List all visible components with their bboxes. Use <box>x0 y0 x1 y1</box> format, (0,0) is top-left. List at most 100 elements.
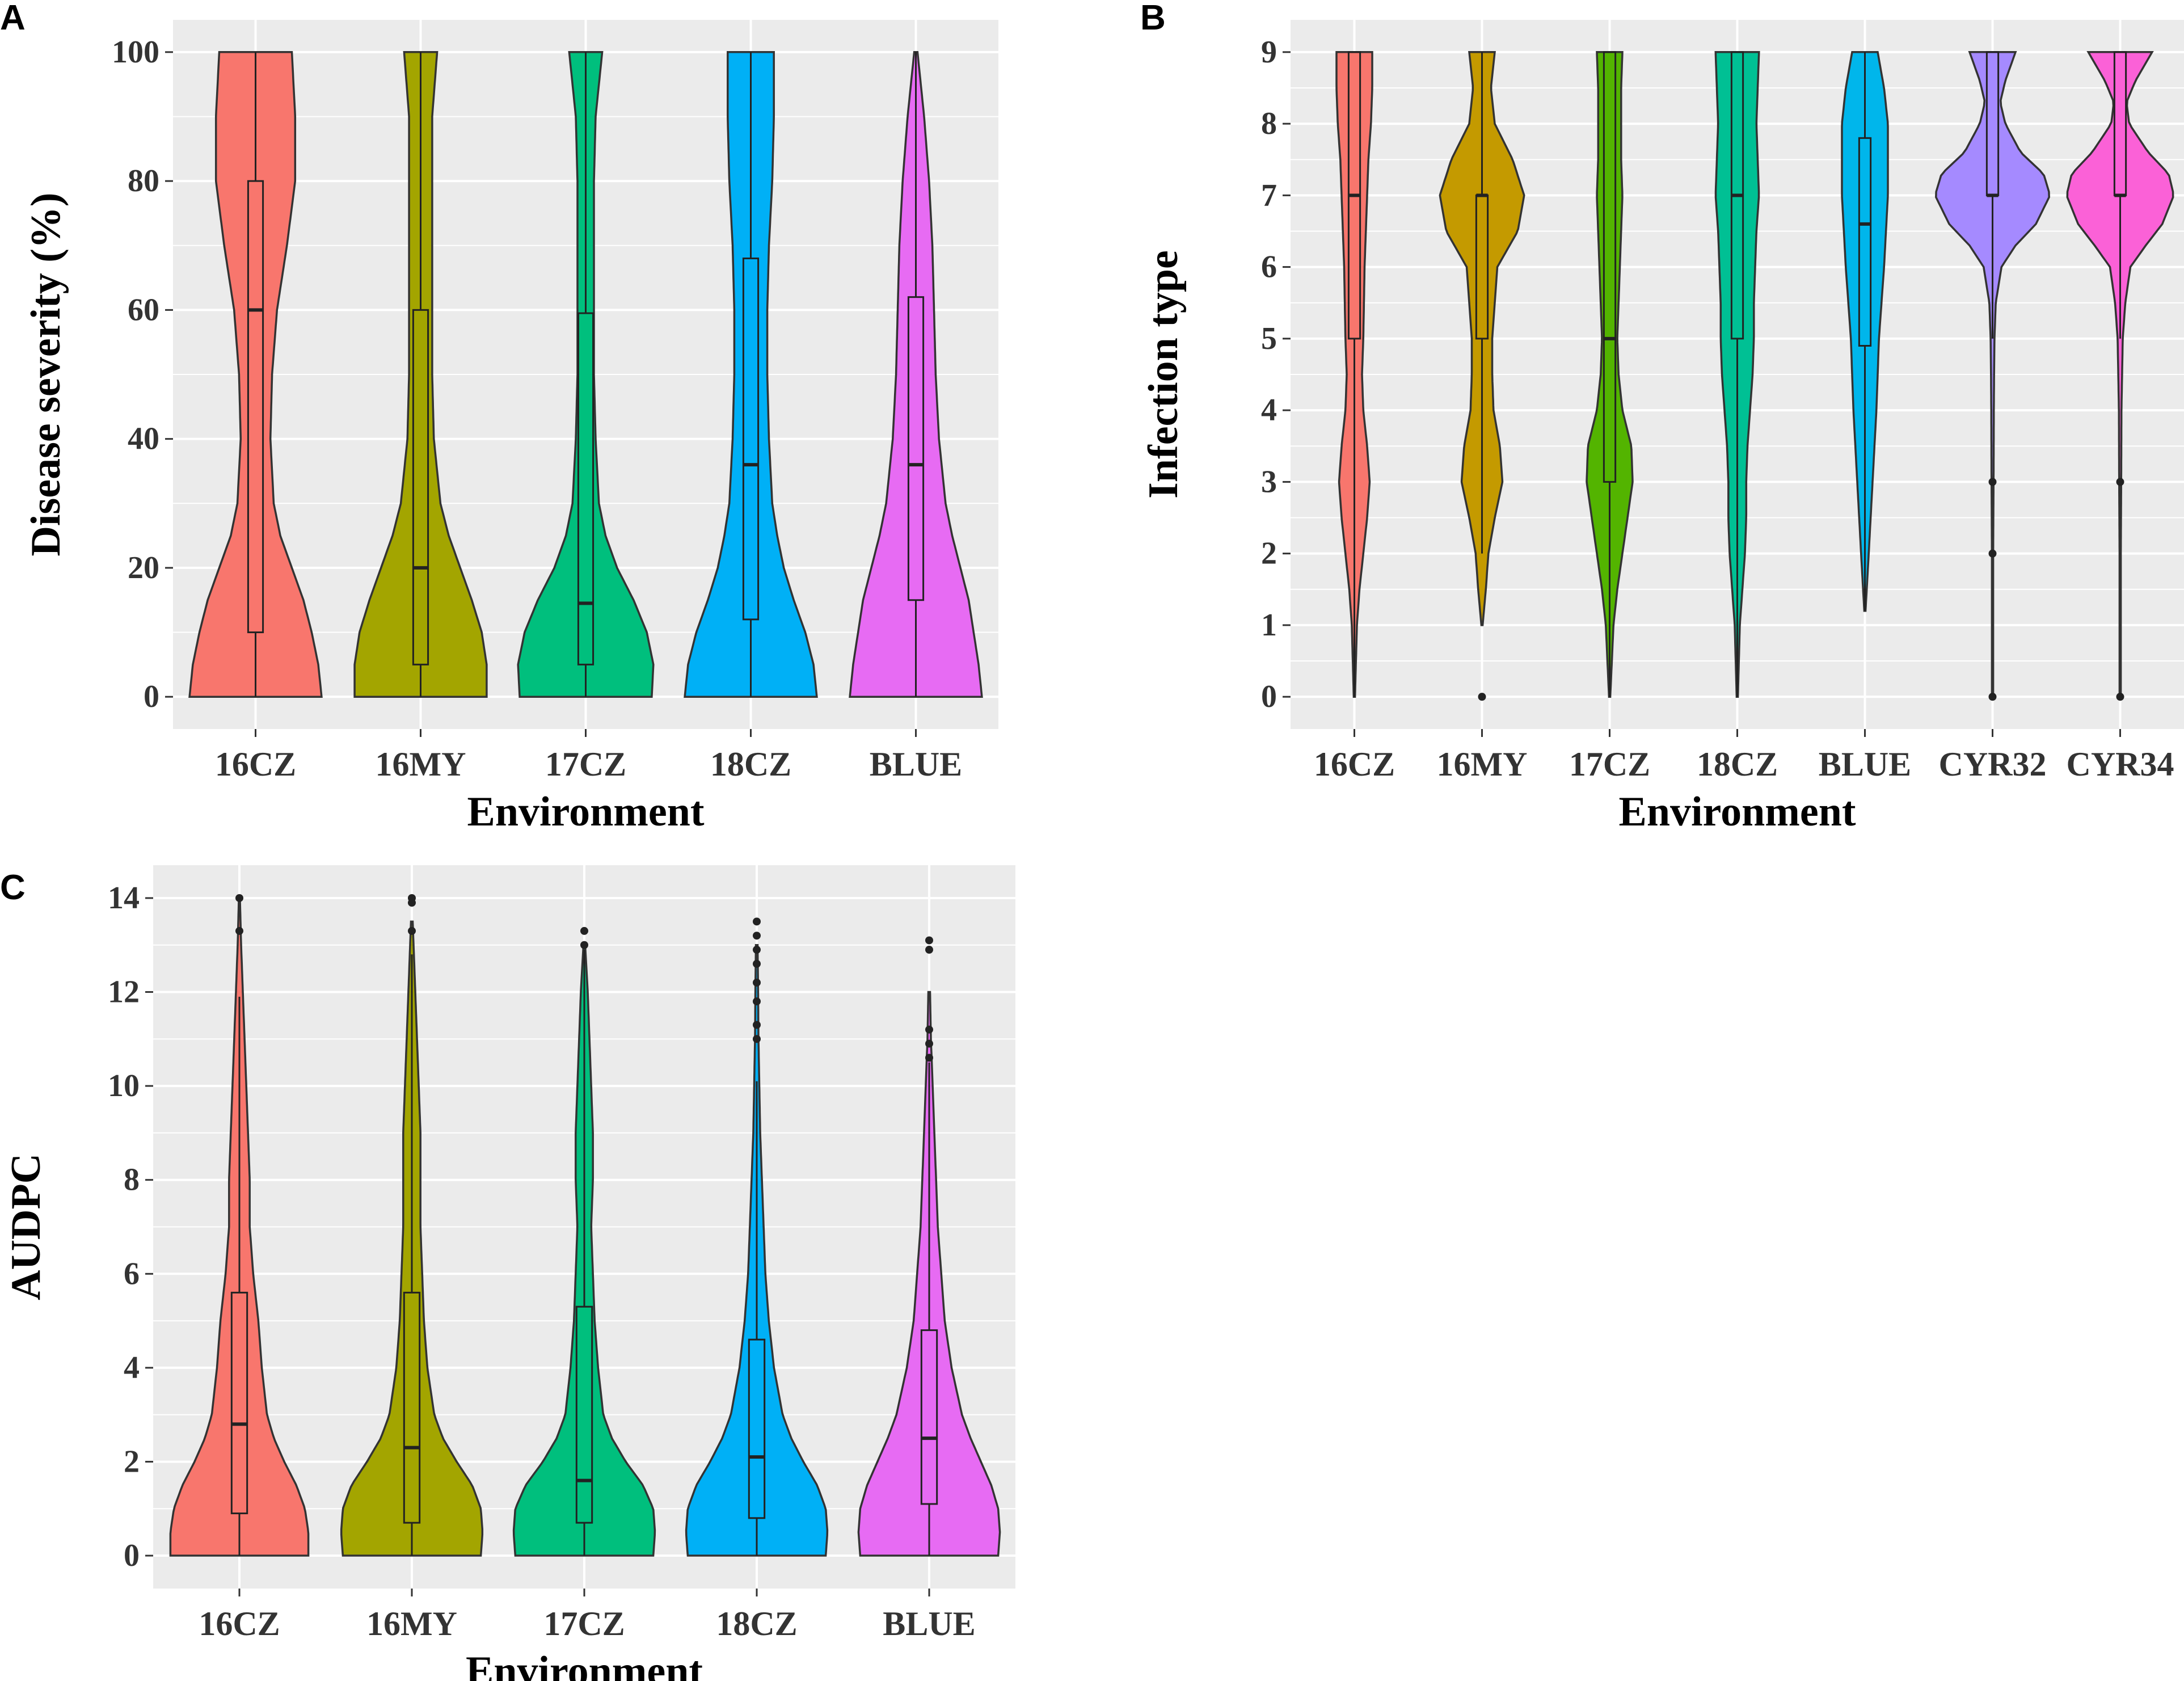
y-tick-label: 8 <box>1261 106 1277 141</box>
box-16cz <box>230 1291 248 1515</box>
y-axis-title: AUDPC <box>3 1153 49 1300</box>
y-tick-label: 10 <box>108 1068 140 1103</box>
outlier-point <box>753 1021 761 1029</box>
outlier-point <box>925 946 933 954</box>
y-tick-label: 4 <box>1261 393 1277 428</box>
y-tick-label: 40 <box>128 422 159 457</box>
outlier-point <box>235 926 243 935</box>
box-blue <box>907 296 925 601</box>
outlier-point <box>753 932 761 940</box>
violin-blue <box>1841 51 1889 612</box>
outlier-point <box>1478 693 1486 701</box>
box-17cz <box>577 312 595 665</box>
x-axis-title: Environment <box>1618 789 1856 835</box>
x-tick-label: 18CZ <box>1697 745 1778 783</box>
outlier-point <box>235 894 243 902</box>
panel-a-plot: 0 20 40 60 80 100 16CZ 16MY 17CZ 18CZ BLUE Environm… <box>23 20 998 835</box>
box-18cz <box>742 257 760 621</box>
box-17cz <box>575 1305 593 1524</box>
y-tick-label: 0 <box>124 1538 140 1573</box>
outlier-point <box>753 917 761 926</box>
outlier-point <box>753 1035 761 1043</box>
x-tick-label: 16CZ <box>199 1605 280 1642</box>
y-tick-label: 2 <box>1261 536 1277 571</box>
x-tick-label: 16CZ <box>1314 745 1395 783</box>
y-tick-label: 6 <box>124 1256 140 1291</box>
y-tick-label: 14 <box>108 880 140 916</box>
outlier-point <box>2116 693 2124 701</box>
y-tick-label: 20 <box>128 550 159 585</box>
box-17cz <box>1603 51 1617 483</box>
x-tick-label: BLUE <box>883 1605 975 1642</box>
box-blue <box>1858 137 1872 347</box>
panel-c-plot: 0 2 4 6 8 10 12 14 16CZ 16MY 17CZ 18CZ BLUE Environme… <box>3 865 1015 1681</box>
y-tick-label: 80 <box>128 163 159 199</box>
y-tick-label: 0 <box>1261 679 1277 714</box>
panel-letter-b: B <box>1140 0 1166 37</box>
y-axis-title: Disease severity (%) <box>23 192 69 556</box>
box-16my <box>412 309 429 665</box>
x-axis-title: Environment <box>466 1648 703 1681</box>
y-tick-label: 100 <box>112 35 159 70</box>
box-16my <box>403 1291 421 1524</box>
violin-17cz <box>1586 51 1634 698</box>
x-tick-label: 17CZ <box>1569 745 1650 783</box>
panel-c: C 0 2 4 6 8 10 12 14 16CZ 16MY 17CZ 18CZ BLUE Environ… <box>0 865 1015 1681</box>
box-blue <box>920 1329 938 1505</box>
x-tick-label: 17CZ <box>545 745 626 783</box>
y-tick-label: 5 <box>1261 321 1277 356</box>
x-tick-label: 16MY <box>376 745 466 783</box>
outlier-point <box>408 894 416 902</box>
x-tick-label: BLUE <box>870 745 962 783</box>
outlier-point <box>753 978 761 987</box>
outlier-point <box>753 946 761 954</box>
y-tick-label: 3 <box>1261 464 1277 499</box>
y-tick-label: 0 <box>144 679 159 714</box>
outlier-point <box>753 997 761 1006</box>
violin-17cz <box>517 51 655 698</box>
y-tick-label: 9 <box>1261 35 1277 70</box>
outlier-point <box>580 941 588 949</box>
outlier-point <box>925 936 933 945</box>
panel-letter-c: C <box>0 868 26 907</box>
x-tick-label: BLUE <box>1819 745 1911 783</box>
x-axis-title: Environment <box>467 789 704 835</box>
panel-b: B 0 1 2 3 4 5 6 7 8 9 16CZ 16MY 17CZ 18CZ BLUE CYR32 CYR… <box>1140 0 2184 835</box>
x-tick-label: 16CZ <box>215 745 296 783</box>
panel-letter-a: A <box>0 0 26 37</box>
y-tick-label: 7 <box>1261 178 1277 213</box>
y-tick-label: 6 <box>1261 250 1277 285</box>
outlier-point <box>580 926 588 935</box>
x-tick-label: 18CZ <box>710 745 791 783</box>
x-tick-label: CYR34 <box>2067 745 2174 783</box>
outlier-point <box>925 1039 933 1048</box>
x-tick-label: 16MY <box>366 1605 457 1642</box>
violin-blue <box>849 51 983 698</box>
y-tick-label: 12 <box>108 975 140 1010</box>
y-tick-label: 8 <box>124 1162 140 1198</box>
violin-16cz <box>188 51 323 698</box>
outlier-point <box>925 1025 933 1034</box>
x-tick-label: 18CZ <box>716 1605 797 1642</box>
y-tick-label: 2 <box>124 1444 140 1479</box>
violin-16my <box>353 51 488 698</box>
outlier-point <box>1988 478 1997 486</box>
x-tick-label: 17CZ <box>543 1605 625 1642</box>
violin-18cz <box>684 51 818 698</box>
box-16cz <box>247 180 264 634</box>
outlier-point <box>2116 478 2124 486</box>
outlier-point <box>753 959 761 968</box>
outlier-point <box>1988 693 1997 701</box>
x-tick-label: CYR32 <box>1939 745 2047 783</box>
y-tick-label: 4 <box>124 1350 140 1385</box>
panel-b-plot: 0 1 2 3 4 5 6 7 8 9 16CZ 16MY 17CZ 18CZ BLUE CYR32 CYR34… <box>1140 20 2184 835</box>
box-18cz <box>748 1338 766 1519</box>
panel-a: A 0 20 40 60 80 100 16CZ 16MY 17CZ 18CZ BLUE Enviro… <box>0 0 998 835</box>
x-tick-label: 16MY <box>1437 745 1528 783</box>
y-axis-title: Infection type <box>1140 250 1187 499</box>
y-tick-label: 60 <box>128 292 159 327</box>
y-tick-label: 1 <box>1261 608 1277 643</box>
outlier-point <box>925 1054 933 1062</box>
outlier-point <box>1988 549 1997 558</box>
